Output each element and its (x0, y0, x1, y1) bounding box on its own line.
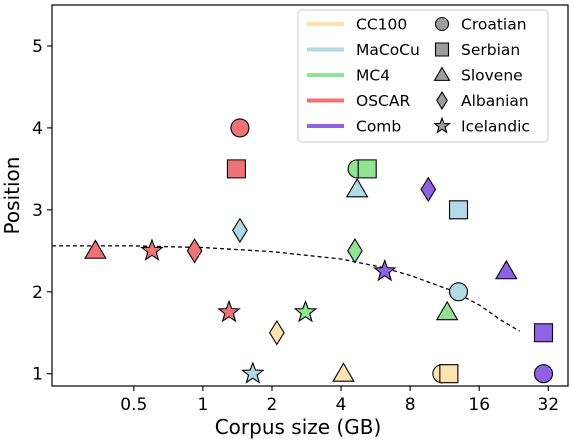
legend-marker-croatian (434, 16, 450, 32)
point-cc100-albanian (268, 319, 285, 346)
point-oscar-albanian (186, 238, 203, 264)
legend-label-croatian: Croatian (461, 16, 527, 34)
point-comb-icelandic (372, 258, 397, 282)
point-comb-slovene (495, 259, 518, 280)
x-tick-label: 4 (336, 395, 347, 415)
point-macocu-albanian (232, 217, 248, 244)
legend-label-serbian: Serbian (461, 41, 520, 59)
point-mc4-albanian (347, 238, 363, 264)
legend-label-mc4: MC4 (356, 67, 390, 85)
legend-label-icelandic: Icelandic (461, 118, 530, 136)
x-tick-label: 2 (267, 395, 278, 415)
x-tick-label: 1 (197, 395, 208, 415)
legend-label-macocu: MaCoCu (356, 41, 420, 59)
plot-frame (51, 4, 569, 387)
point-cc100-serbian (439, 364, 459, 384)
point-mc4-icelandic (293, 299, 318, 323)
y-tick-label: 3 (32, 201, 43, 221)
point-comb-croatian (533, 364, 554, 384)
x-tick-label: 16 (468, 395, 490, 415)
x-axis-label: Corpus size (GB) (215, 415, 382, 439)
point-cc100-slovene (332, 362, 355, 382)
point-comb-serbian (533, 323, 554, 343)
point-oscar-croatian (230, 118, 250, 138)
point-macocu-slovene (345, 177, 369, 198)
legend-label-albanian: Albanian (461, 92, 529, 110)
y-tick-label: 4 (32, 119, 43, 139)
legend-label-slovene: Slovene (461, 67, 523, 85)
point-oscar-icelandic (217, 299, 241, 323)
point-comb-albanian (420, 176, 437, 203)
x-tick-label: 0.5 (120, 395, 147, 415)
point-macocu-croatian (448, 282, 469, 302)
legend-marker-serbian (434, 42, 450, 57)
x-tick-label: 32 (537, 395, 559, 415)
point-oscar-serbian (226, 159, 246, 179)
y-axis-label: Position (0, 157, 24, 235)
y-tick-label: 1 (32, 365, 43, 385)
legend-box (297, 9, 549, 143)
legend-marker-slovene (433, 66, 451, 81)
point-macocu-icelandic (241, 361, 265, 384)
y-tick-label: 2 (32, 283, 43, 303)
legend-label-oscar: OSCAR (356, 92, 410, 110)
legend-marker-icelandic (433, 116, 451, 134)
point-oscar-slovene (84, 239, 107, 259)
point-macocu-serbian (448, 200, 469, 220)
x-tick-label: 8 (405, 395, 416, 415)
y-tick-label: 5 (32, 37, 43, 57)
point-mc4-serbian (357, 159, 377, 179)
legend-label-comb: Comb (356, 118, 401, 136)
legend-marker-albanian (436, 91, 448, 110)
legend-label-cc100: CC100 (356, 16, 407, 34)
point-mc4-slovene (435, 300, 459, 321)
point-oscar-icelandic (140, 238, 164, 261)
